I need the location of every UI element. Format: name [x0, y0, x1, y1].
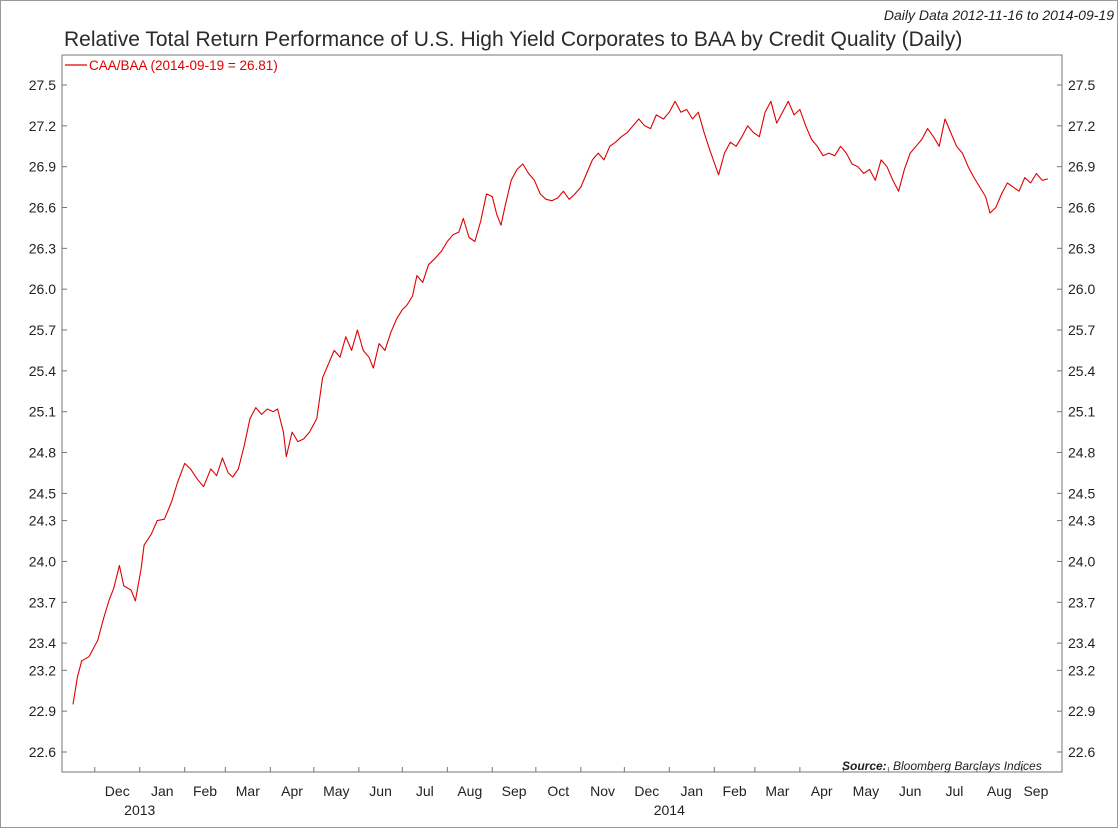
y-tick-label-right: 27.5 — [1068, 77, 1095, 93]
x-tick-label: Dec — [634, 783, 659, 799]
y-tick-label-left: 24.3 — [29, 513, 56, 529]
y-tick-label-left: 24.5 — [29, 485, 56, 501]
y-tick-label-left: 25.7 — [29, 322, 56, 338]
x-year-label: 2013 — [124, 802, 155, 818]
y-tick-label-left: 26.6 — [29, 200, 56, 216]
y-tick-label-right: 24.0 — [1068, 553, 1095, 569]
y-tick-label-left: 26.9 — [29, 159, 56, 175]
y-tick-label-right: 24.5 — [1068, 485, 1095, 501]
y-tick-label-right: 26.0 — [1068, 281, 1095, 297]
y-tick-label-right: 26.6 — [1068, 200, 1095, 216]
y-tick-label-right: 25.1 — [1068, 404, 1095, 420]
x-tick-label: Apr — [281, 783, 303, 799]
x-tick-label: May — [323, 783, 349, 799]
y-axis-right: 22.6 22.9 23.2 23.4 23.7 24.0 24.3 24.5 24.8 25.1… — [1057, 77, 1095, 760]
source-value: Bloomberg Barclays Indices — [893, 759, 1042, 773]
x-tick-label: Aug — [987, 783, 1012, 799]
y-tick-label-right: 24.3 — [1068, 513, 1095, 529]
y-tick-label-left: 24.0 — [29, 553, 56, 569]
x-tick-label: Feb — [193, 783, 217, 799]
source-note: Source: Bloomberg Barclays Indices — [842, 759, 1042, 773]
y-tick-label-left: 25.1 — [29, 404, 56, 420]
y-tick-label-right: 24.8 — [1068, 445, 1095, 461]
y-tick-label-left: 23.7 — [29, 594, 56, 610]
x-tick-label: Jul — [416, 783, 434, 799]
y-tick-label-left: 22.6 — [29, 744, 56, 760]
y-tick-label-right: 23.2 — [1068, 662, 1095, 678]
y-tick-label-right: 26.9 — [1068, 159, 1095, 175]
x-year-label: 2014 — [654, 802, 685, 818]
y-tick-label-left: 26.0 — [29, 281, 56, 297]
y-tick-label-right: 23.7 — [1068, 594, 1095, 610]
y-tick-label-right: 27.2 — [1068, 118, 1095, 134]
y-tick-label-left: 27.5 — [29, 77, 56, 93]
x-tick-label: Jan — [151, 783, 174, 799]
x-tick-label: Nov — [590, 783, 615, 799]
y-tick-label-left: 25.4 — [29, 363, 56, 379]
y-tick-label-left: 23.2 — [29, 662, 56, 678]
x-tick-label: Sep — [1023, 783, 1048, 799]
y-axis-left: 22.6 22.9 23.2 23.4 23.7 24.0 24.3 24.5 24.8 25.1… — [29, 77, 67, 760]
x-tick-label: Jul — [945, 783, 963, 799]
source-label: Source: — [842, 759, 887, 773]
legend-label: CAA/BAA (2014-09-19 = 26.81) — [89, 58, 278, 73]
chart-title: Relative Total Return Performance of U.S… — [64, 28, 963, 51]
x-tick-label: Aug — [457, 783, 482, 799]
date-range-label: Daily Data 2012-11-16 to 2014-09-19 — [883, 7, 1114, 23]
y-tick-label-right: 22.9 — [1068, 703, 1095, 719]
x-tick-label: Jun — [899, 783, 922, 799]
plot-area — [61, 54, 1063, 773]
y-tick-label-right: 23.4 — [1068, 635, 1095, 651]
x-tick-label: Feb — [723, 783, 747, 799]
series-group — [72, 100, 1049, 705]
x-tick-label: Oct — [547, 783, 569, 799]
y-tick-label-left: 23.4 — [29, 635, 56, 651]
y-tick-label-right: 25.7 — [1068, 322, 1095, 338]
x-tick-label: Mar — [765, 783, 789, 799]
y-tick-label-left: 22.9 — [29, 703, 56, 719]
x-tick-label: Jan — [681, 783, 704, 799]
legend: CAA/BAA (2014-09-19 = 26.81) — [65, 58, 278, 73]
y-tick-label-right: 26.3 — [1068, 240, 1095, 256]
y-tick-label-left: 24.8 — [29, 445, 56, 461]
x-axis: Dec Jan 2013 Feb Mar Apr May Jun Jul Aug Sep Oct Nov… — [94, 767, 1049, 818]
x-tick-label: Jun — [369, 783, 392, 799]
x-tick-label: May — [853, 783, 879, 799]
y-tick-label-left: 26.3 — [29, 240, 56, 256]
x-tick-label: Apr — [811, 783, 833, 799]
series-line-caa-baa — [72, 100, 1049, 705]
y-tick-label-right: 25.4 — [1068, 363, 1095, 379]
y-tick-label-left: 27.2 — [29, 118, 56, 134]
x-tick-label: Sep — [502, 783, 527, 799]
x-tick-label: Mar — [236, 783, 260, 799]
y-tick-label-right: 22.6 — [1068, 744, 1095, 760]
x-tick-label: Dec — [105, 783, 130, 799]
